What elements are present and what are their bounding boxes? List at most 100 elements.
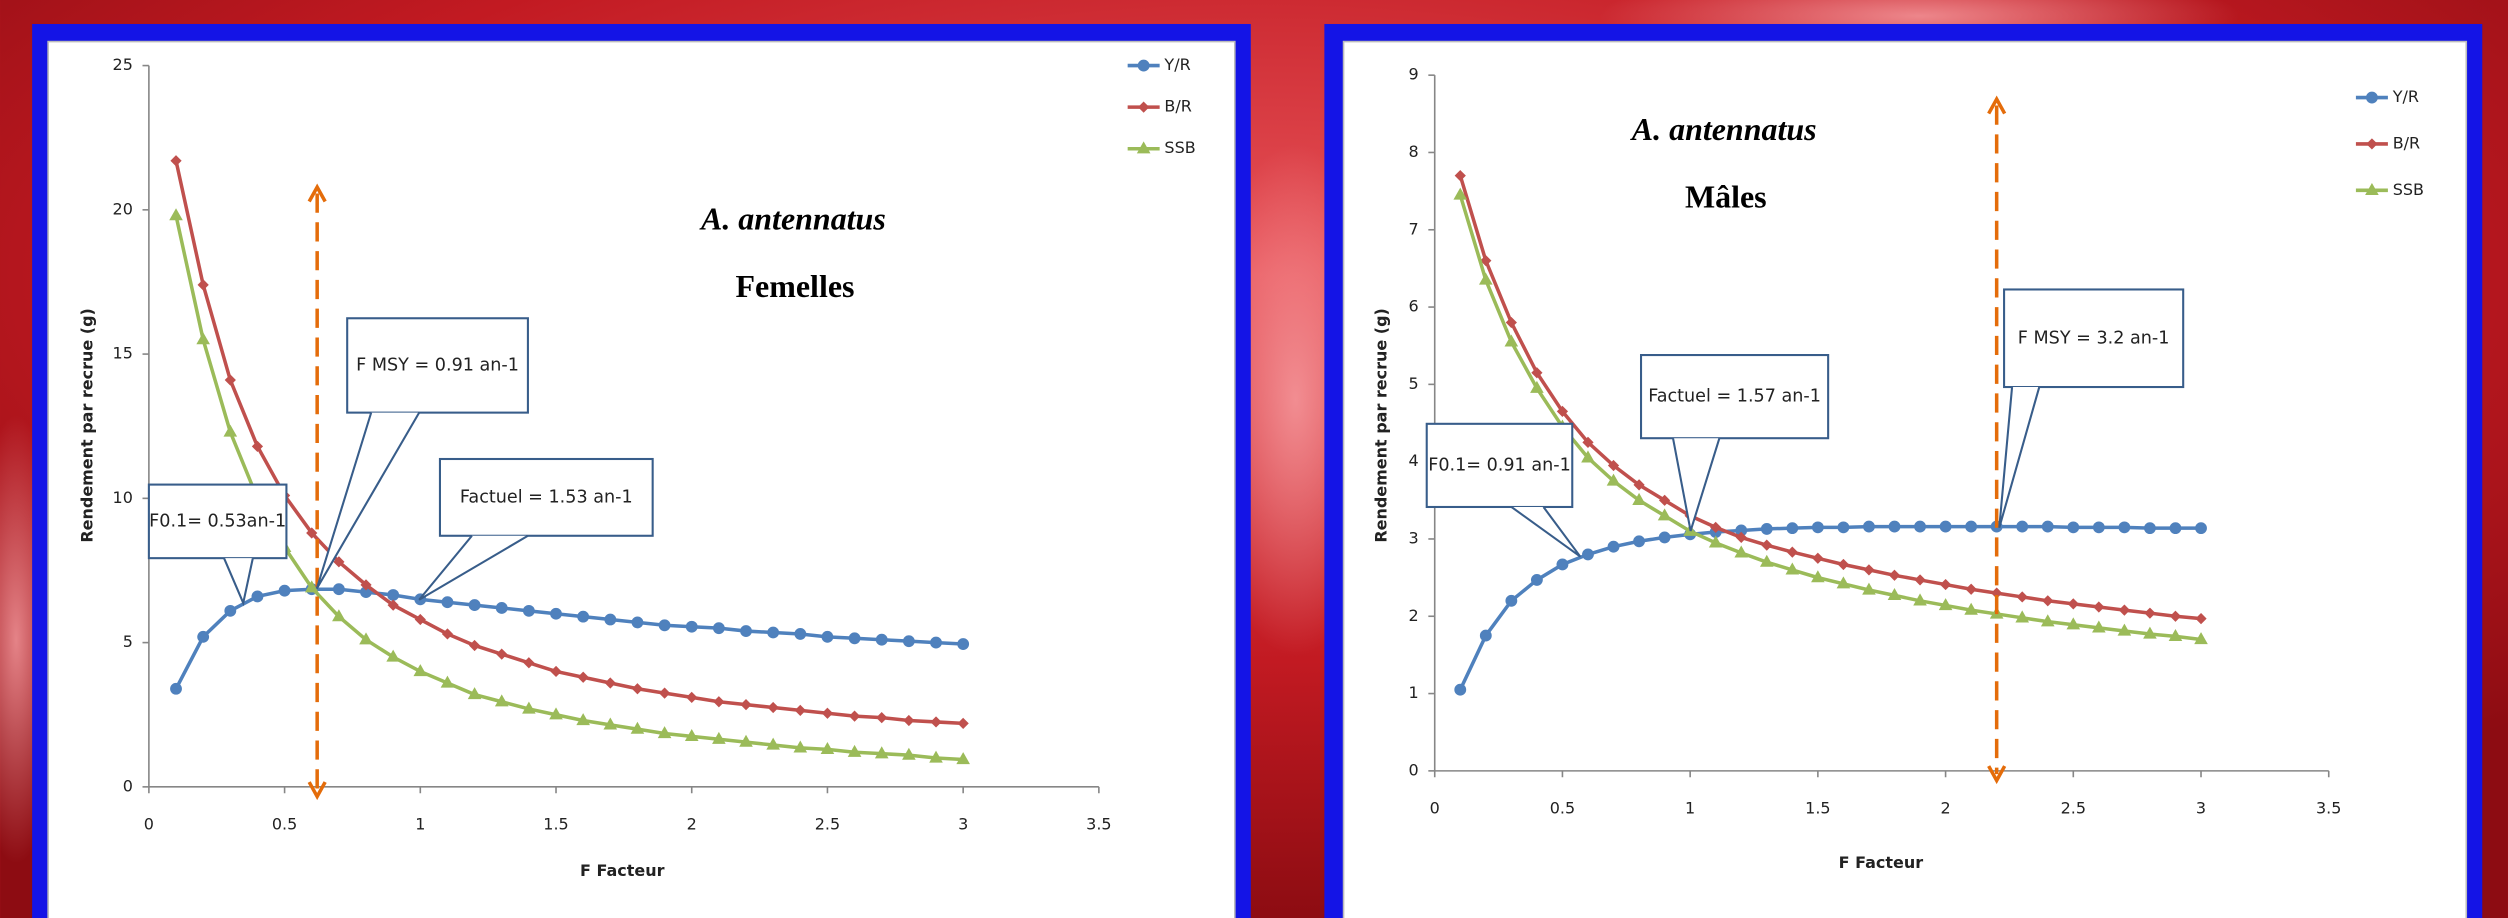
y-tick-label: 6 xyxy=(1409,297,1419,316)
point xyxy=(387,589,400,601)
point xyxy=(1938,598,1953,611)
point xyxy=(522,604,535,617)
point xyxy=(224,604,237,617)
x-tick-label: 0 xyxy=(144,815,154,834)
x-axis-label: F Facteur xyxy=(1839,853,1924,872)
y-tick-label: 1 xyxy=(1409,683,1419,702)
x-tick-label: 3 xyxy=(2196,799,2206,818)
point xyxy=(1888,569,1901,581)
legend-marker xyxy=(1136,141,1151,154)
point xyxy=(1530,380,1544,393)
callout-box xyxy=(1425,422,1574,509)
point xyxy=(876,712,888,724)
point xyxy=(820,741,835,754)
point xyxy=(1939,578,1952,591)
point xyxy=(468,599,481,612)
point xyxy=(440,675,455,688)
x-tick-label: 2 xyxy=(1940,799,1950,818)
point xyxy=(1914,574,1926,586)
point xyxy=(1710,521,1722,533)
point xyxy=(2016,520,2029,533)
point xyxy=(1478,272,1493,285)
point xyxy=(1633,535,1645,548)
y-tick-label: 20 xyxy=(113,199,133,218)
y-tick-label: 8 xyxy=(1409,142,1419,161)
point xyxy=(2092,521,2105,534)
point xyxy=(1836,576,1851,589)
legend-marker xyxy=(1138,101,1150,113)
y-tick-label: 4 xyxy=(1409,451,1419,470)
point xyxy=(658,687,671,699)
y-axis-label: Rendement par recrue (g) xyxy=(78,308,97,542)
point xyxy=(224,374,236,386)
point xyxy=(848,710,861,722)
point xyxy=(332,609,346,622)
point xyxy=(1632,492,1646,505)
point xyxy=(2015,610,2030,623)
point xyxy=(793,740,808,753)
y-tick-label: 5 xyxy=(1409,374,1419,393)
point xyxy=(1556,405,1569,418)
legend-label: SSB xyxy=(2393,180,2424,199)
legend-marker xyxy=(2366,138,2378,150)
point xyxy=(1505,594,1518,607)
y-tick-label: 9 xyxy=(1409,65,1419,84)
point xyxy=(2041,520,2054,533)
point xyxy=(930,716,942,728)
callout-text: Factuel = 1.53 an-1 xyxy=(460,487,633,507)
x-tick-label: 3.5 xyxy=(1086,815,1111,834)
point xyxy=(604,613,617,626)
point xyxy=(1735,531,1747,544)
point xyxy=(740,699,752,711)
point xyxy=(2016,591,2028,603)
x-tick-label: 1 xyxy=(1685,799,1695,818)
point xyxy=(1454,170,1466,182)
point xyxy=(304,580,319,593)
point xyxy=(2118,521,2131,534)
legend-marker xyxy=(1137,59,1150,72)
point xyxy=(360,579,372,591)
point xyxy=(874,746,889,759)
point xyxy=(1504,334,1519,347)
arrow-head xyxy=(1987,765,2007,785)
legend-label: B/R xyxy=(1164,97,1191,116)
point xyxy=(278,584,291,597)
point xyxy=(766,737,780,750)
point xyxy=(333,556,345,568)
point xyxy=(251,440,264,453)
point xyxy=(2143,626,2157,639)
point xyxy=(494,694,509,707)
point xyxy=(657,726,672,739)
point xyxy=(1837,558,1850,571)
point xyxy=(523,657,535,669)
y-axis-label: Rendement par recrue (g) xyxy=(1371,308,1390,543)
legend-label: Y/R xyxy=(2392,87,2419,106)
y-tick-label: 5 xyxy=(123,632,133,651)
series-line xyxy=(174,215,964,762)
point xyxy=(2093,601,2105,613)
point xyxy=(2042,595,2054,607)
point xyxy=(169,208,183,221)
chart-title: A. antennatus xyxy=(699,202,886,237)
x-axis-label: F Facteur xyxy=(580,861,665,880)
point xyxy=(223,424,238,437)
point xyxy=(1530,574,1543,586)
point xyxy=(387,599,399,611)
legend-label: B/R xyxy=(2393,133,2420,152)
point xyxy=(1658,494,1671,506)
point xyxy=(903,714,915,727)
point xyxy=(2168,628,2183,642)
point xyxy=(549,707,563,720)
point xyxy=(467,687,482,700)
point xyxy=(767,626,780,639)
point xyxy=(1479,629,1492,642)
point xyxy=(685,620,698,633)
point xyxy=(1531,367,1543,379)
callout-pointer xyxy=(1671,437,1721,532)
x-tick-label: 3.5 xyxy=(2316,799,2341,818)
y-tick-label: 3 xyxy=(1409,528,1419,547)
arrow-head xyxy=(307,183,327,203)
point xyxy=(930,636,942,649)
